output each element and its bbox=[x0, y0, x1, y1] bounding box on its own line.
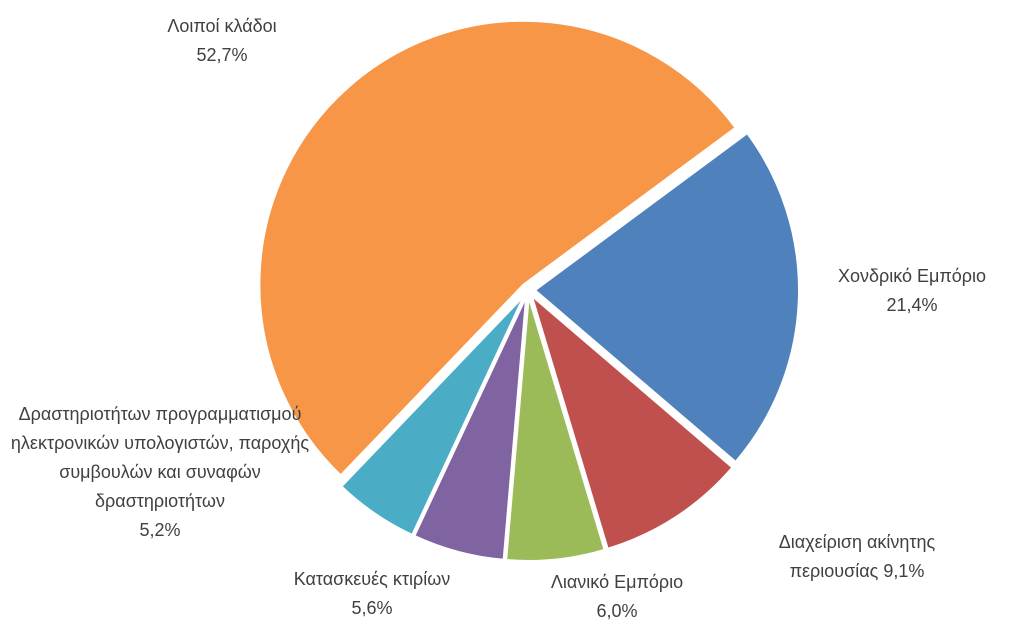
slice-label: Κατασκευές κτιρίων 5,6% bbox=[262, 565, 482, 621]
slice-label: Δραστηριοτήτων προγραμματισμού ηλεκτρονι… bbox=[10, 400, 310, 545]
value-label: 21,4% bbox=[886, 295, 938, 315]
pie-slice bbox=[505, 296, 606, 562]
slice-label: Διαχείριση ακίνητης περιουσίας 9,1% bbox=[742, 528, 972, 586]
pie-slice bbox=[533, 131, 800, 464]
category-label: Κατασκευές κτιρίων bbox=[293, 569, 451, 589]
slice-label: Χονδρικό Εμπόριο 21,4% bbox=[812, 262, 1012, 320]
category-label: Λιανικό Εμπόριο bbox=[550, 572, 684, 592]
category-label: Χονδρικό Εμπόριο bbox=[837, 266, 987, 286]
value-label: 9,1% bbox=[883, 561, 925, 581]
slice-label: Λιανικό Εμπόριο 6,0% bbox=[517, 568, 717, 621]
value-label: 5,6% bbox=[351, 598, 393, 618]
category-label: Δραστηριοτήτων προγραμματισμού ηλεκτρονι… bbox=[10, 404, 310, 511]
value-label: 6,0% bbox=[596, 601, 638, 621]
pie-slice bbox=[339, 295, 525, 537]
pie-slice bbox=[529, 292, 734, 550]
pie-slice bbox=[413, 296, 528, 561]
category-label: Λοιποί κλάδοι bbox=[167, 16, 277, 36]
slice-label: Λοιποί κλάδοι 52,7% bbox=[142, 12, 302, 70]
pie-slice bbox=[258, 19, 737, 477]
value-label: 52,7% bbox=[196, 45, 248, 65]
value-label: 5,2% bbox=[139, 520, 181, 540]
category-label: Διαχείριση ακίνητης περιουσίας bbox=[778, 532, 936, 581]
